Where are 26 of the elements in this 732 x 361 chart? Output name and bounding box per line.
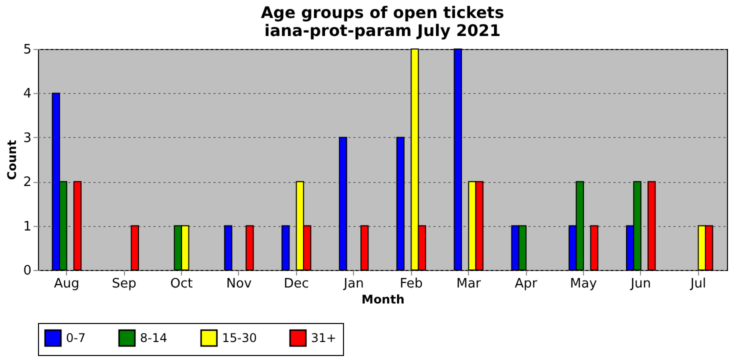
y-axis-title: Count — [5, 140, 20, 180]
legend-label: 15-30 — [222, 331, 257, 346]
x-tick-label: Feb — [400, 276, 423, 292]
y-tick-label: 5 — [23, 42, 32, 58]
x-tick-label: Jan — [342, 276, 364, 292]
x-tick-label: May — [570, 276, 598, 292]
chart-title: Age groups of open tickets — [260, 3, 504, 22]
legend-label: 8-14 — [140, 331, 168, 346]
y-tick-label: 4 — [23, 86, 32, 102]
legend-label: 31+ — [311, 331, 336, 346]
x-tick-label: Oct — [170, 276, 193, 292]
y-tick-label: 2 — [23, 175, 32, 190]
y-tick-label: 0 — [23, 264, 32, 278]
x-tick-label: Apr — [514, 276, 538, 292]
x-tick-label: Jul — [689, 276, 706, 292]
y-tick-label: 3 — [23, 130, 32, 146]
chart-subtitle: iana-prot-param July 2021 — [264, 21, 501, 40]
x-axis-title: Month — [361, 292, 405, 306]
y-tick-label: 1 — [23, 219, 32, 234]
x-tick-label: Jun — [630, 276, 652, 292]
x-tick-label: Mar — [456, 276, 482, 292]
x-tick-label: Dec — [284, 276, 309, 292]
x-tick-label: Sep — [112, 276, 136, 292]
x-tick-label: Aug — [54, 276, 80, 292]
x-tick-label: Nov — [226, 276, 252, 292]
legend-label: 0-7 — [66, 331, 86, 346]
